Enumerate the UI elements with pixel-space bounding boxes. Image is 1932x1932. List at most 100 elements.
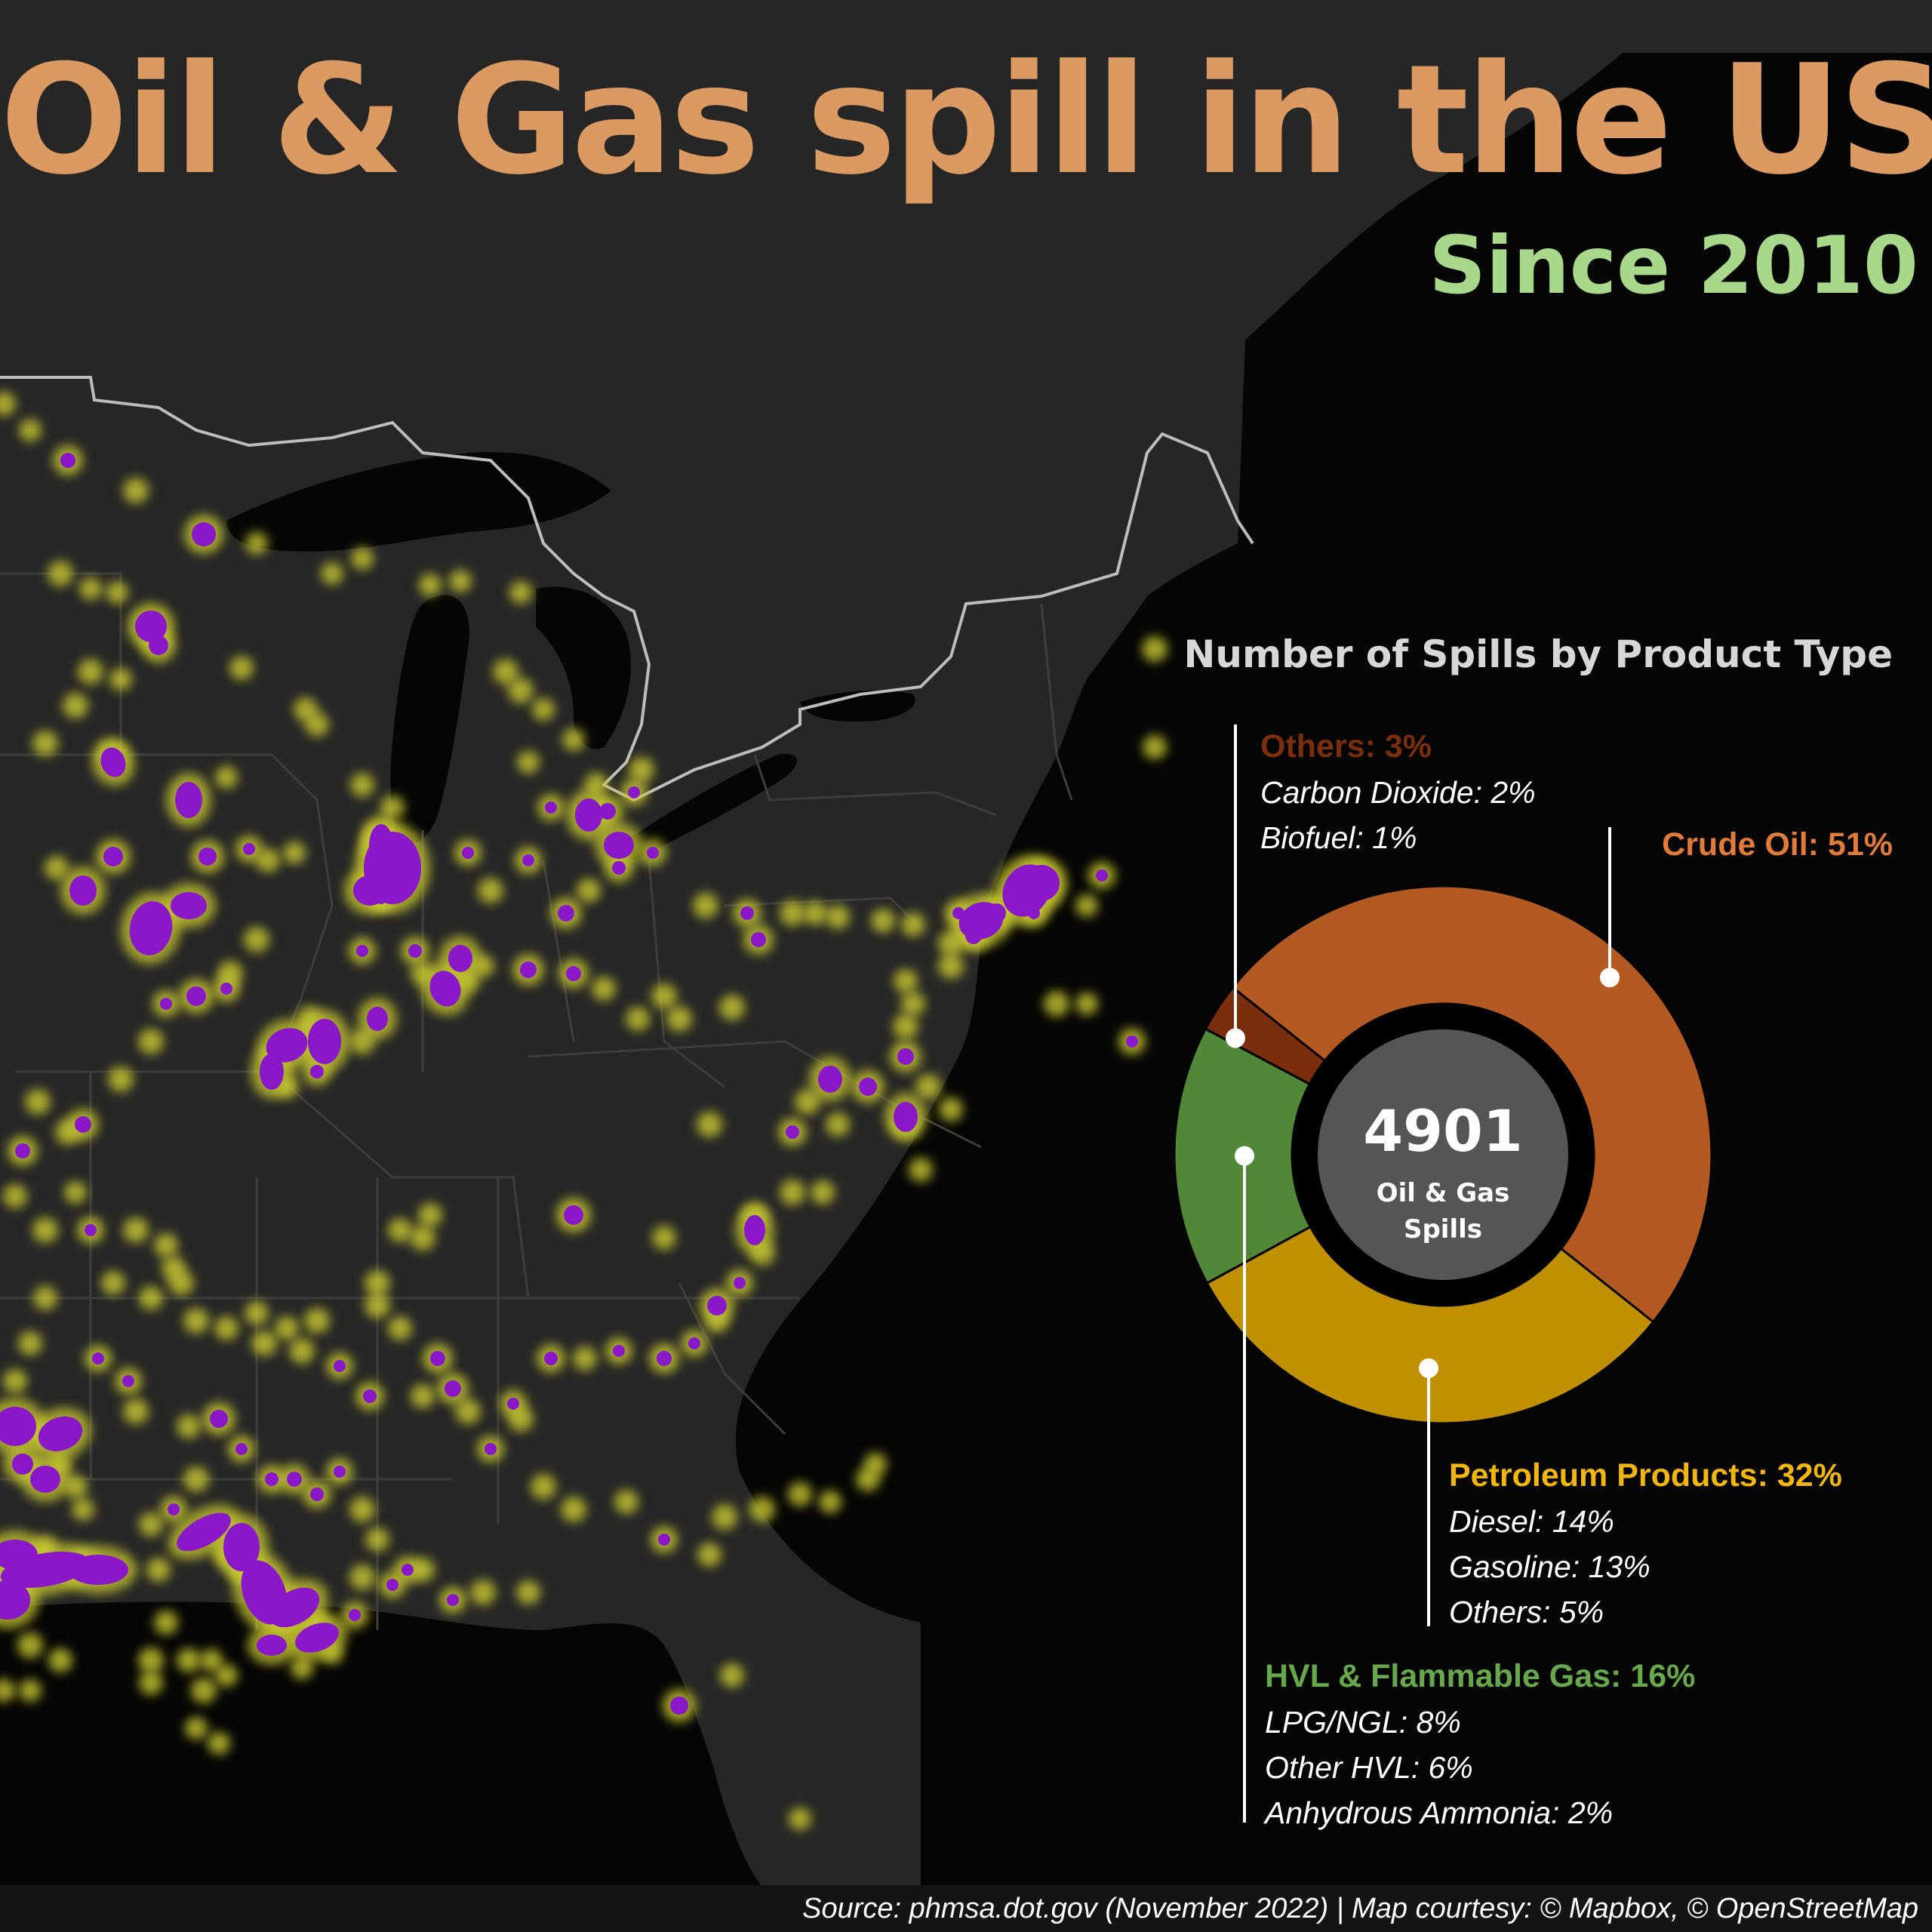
hvl-sub-anhydrous-ammonia: Anhydrous Ammonia: 2% <box>1265 1795 1614 1830</box>
spill-glow <box>32 1217 58 1243</box>
spill-glow <box>418 1203 442 1227</box>
spill-glow <box>229 656 254 680</box>
spill-glow <box>294 697 318 721</box>
others-leader-dot <box>1226 1028 1245 1048</box>
spill-glow <box>666 1006 692 1032</box>
spill-marker <box>670 1697 688 1715</box>
spill-marker <box>171 892 207 919</box>
page-subtitle: Since 2010 <box>1429 220 1918 312</box>
spill-glow <box>3 1369 27 1393</box>
spill-glow <box>251 1331 277 1356</box>
spill-glow <box>719 995 745 1020</box>
spill-glow <box>1075 992 1098 1015</box>
spill-glow <box>720 1663 744 1687</box>
spill-marker <box>599 803 616 820</box>
spill-glow <box>19 1679 42 1702</box>
total-spills-label-2: Spills <box>1404 1214 1482 1244</box>
spill-marker <box>628 786 640 798</box>
spill-glow <box>215 766 238 789</box>
hvl-sub-lpg-ngl: LPG/NGL: 8% <box>1265 1705 1461 1740</box>
spill-glow <box>573 1346 597 1371</box>
spill-marker <box>69 875 97 906</box>
spill-glow <box>177 1414 201 1438</box>
spill-marker <box>545 801 557 814</box>
others-sub-carbon-dioxide: Carbon Dioxide: 2% <box>1260 775 1536 810</box>
spill-glow <box>419 574 441 596</box>
spill-marker <box>295 1623 339 1653</box>
spill-marker <box>371 832 383 844</box>
spill-marker <box>447 1594 459 1606</box>
spill-glow <box>191 1678 217 1703</box>
spill-marker <box>135 611 167 642</box>
spill-glow <box>55 1119 81 1145</box>
spill-marker <box>356 945 368 957</box>
spill-glow <box>106 581 128 604</box>
state-border <box>648 860 725 1088</box>
spill-glow <box>108 1066 134 1092</box>
spill-glow <box>0 1679 15 1702</box>
spill-marker <box>334 1360 346 1372</box>
spill-marker <box>129 901 173 955</box>
spill-glow <box>871 909 895 933</box>
spill-marker <box>100 747 126 777</box>
spill-glow <box>185 1717 208 1740</box>
spill-glow <box>139 1512 163 1537</box>
spill-glow <box>592 977 616 1001</box>
spill-marker <box>103 847 123 866</box>
spill-glow <box>200 1649 223 1672</box>
spill-markers <box>0 392 1168 1830</box>
spill-marker <box>198 848 217 866</box>
spill-glow <box>146 1558 171 1582</box>
spill-marker <box>445 1380 461 1397</box>
spill-marker <box>1023 865 1060 901</box>
spill-marker <box>260 1054 284 1090</box>
spill-marker <box>604 832 634 859</box>
hvl-sub-other-hvl: Other HVL: 6% <box>1265 1750 1473 1785</box>
crude-oil-label: Crude Oil: 51% <box>1662 826 1893 863</box>
crude-oil-leader-dot <box>1600 968 1620 988</box>
spill-glow <box>388 1316 412 1340</box>
hvl-leader-dot <box>1235 1146 1254 1166</box>
spill-marker <box>566 966 581 981</box>
spill-marker <box>744 1215 765 1245</box>
state-border <box>753 754 997 817</box>
spill-glow <box>215 1664 238 1687</box>
spill-marker <box>522 854 534 866</box>
spill-glow <box>244 927 269 952</box>
spill-marker <box>429 971 461 1007</box>
spill-glow <box>826 905 850 929</box>
spill-glow <box>351 547 374 570</box>
spill-marker <box>0 1407 36 1446</box>
spill-glow <box>516 1580 540 1604</box>
spill-glow <box>33 1286 57 1310</box>
spill-glow <box>811 1180 835 1204</box>
spill-glow <box>410 1225 435 1251</box>
petroleum-sub-others: Others: 5% <box>1449 1595 1604 1629</box>
spill-glow <box>1075 894 1098 917</box>
total-spills-value: 4901 <box>1363 1097 1523 1164</box>
spill-marker <box>965 928 982 944</box>
spill-glow <box>901 992 925 1016</box>
spill-glow <box>478 878 503 903</box>
spill-marker <box>430 1351 445 1366</box>
spill-glow <box>245 1301 269 1325</box>
petroleum-label: Petroleum Products: 32% <box>1449 1457 1842 1494</box>
spill-glow <box>693 893 718 918</box>
spill-glow <box>493 659 518 685</box>
hvl-label: HVL & Flammable Gas: 16% <box>1265 1658 1696 1694</box>
spill-glow <box>509 581 532 604</box>
spill-glow <box>705 1309 729 1333</box>
spill-marker <box>30 1466 60 1493</box>
spill-glow <box>901 912 925 937</box>
spill-glow <box>154 1233 178 1257</box>
spill-marker <box>647 847 659 859</box>
petroleum-sub-diesel: Diesel: 14% <box>1449 1504 1614 1539</box>
spill-glow <box>3 1184 27 1208</box>
spill-marker <box>1096 869 1108 881</box>
spill-glow <box>411 961 435 986</box>
chart-title: Number of Spills by Product Type <box>1183 632 1893 676</box>
spill-marker <box>377 860 393 876</box>
spill-marker <box>210 1410 228 1428</box>
spill-marker <box>462 847 474 859</box>
